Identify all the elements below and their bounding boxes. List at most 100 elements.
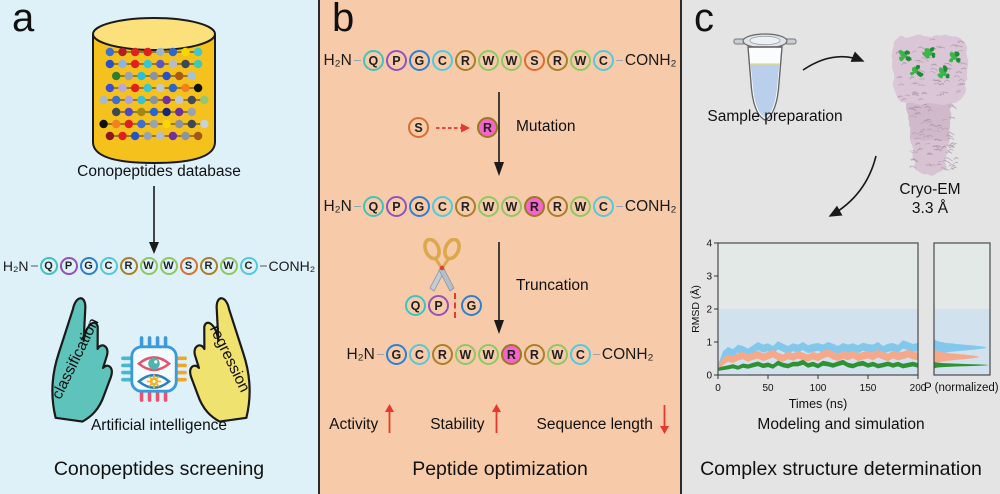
residue-R: R <box>119 257 138 275</box>
hand-regression-icon <box>189 297 251 423</box>
seq-link <box>615 205 623 208</box>
panel-b-title: Peptide optimization <box>412 458 588 480</box>
seq-suffix: CONH₂ <box>624 197 677 215</box>
arrow-up-icon <box>491 404 501 433</box>
residue-G: G <box>79 257 98 275</box>
dashed-arrow-right-icon <box>436 123 470 132</box>
residue-W: W <box>139 257 158 275</box>
seq-link <box>353 205 361 208</box>
svg-text:4: 4 <box>706 239 712 250</box>
residue-R: R <box>523 196 545 217</box>
residue-P: P <box>385 196 407 217</box>
residue-W: W <box>219 257 238 275</box>
seq-link <box>615 59 623 62</box>
panel-letter-b: b <box>332 0 355 40</box>
seq-prefix: H₂N <box>323 51 352 69</box>
rmsd-trace-salmon <box>718 349 918 372</box>
seq-suffix: CONH₂ <box>601 345 654 363</box>
svg-text:50: 50 <box>762 383 774 394</box>
seq-link <box>353 59 361 62</box>
residue-W: W <box>477 196 499 217</box>
cryoem-label: Cryo-EM <box>899 181 961 198</box>
panel-a-title: Conopeptides screening <box>53 458 265 480</box>
residue-R: R <box>431 344 453 365</box>
cut-line <box>454 293 456 318</box>
sample-tube-icon <box>733 33 797 121</box>
svg-text:150: 150 <box>860 383 877 394</box>
residue-W: W <box>546 344 568 365</box>
seq-prefix: H₂N <box>323 197 352 215</box>
seq-suffix: CONH₂ <box>624 51 677 69</box>
svg-text:1: 1 <box>706 338 712 349</box>
residue-W: W <box>569 50 591 71</box>
arrow-up-icon <box>385 404 395 433</box>
seq-suffix: CONH₂ <box>268 258 316 274</box>
optimization-metrics: Activity Stability Sequence length <box>320 404 680 434</box>
residue-G: G <box>408 50 430 71</box>
residue-C: C <box>239 257 258 275</box>
residue-W: W <box>454 344 476 365</box>
residue-S: S <box>523 50 545 71</box>
scissors-icon <box>423 238 461 292</box>
conopeptide-dot-rows <box>99 47 209 141</box>
residue-G: G <box>385 344 407 365</box>
residue-S: S <box>179 257 198 275</box>
residue-C: C <box>592 50 614 71</box>
residue-C: C <box>431 196 453 217</box>
residue-R: R <box>454 196 476 217</box>
chip-pins-bottom <box>139 390 168 402</box>
svg-text:200: 200 <box>910 383 927 394</box>
residue-G: G <box>408 196 430 217</box>
panel-letter-a: a <box>12 0 35 40</box>
truncation-arrow-down-icon <box>494 242 504 334</box>
residue-Q: Q <box>405 295 426 316</box>
residue-W: W <box>500 196 522 217</box>
chip-pins-top <box>139 336 168 348</box>
residue-C: C <box>569 344 591 365</box>
metric-activity: Activity <box>329 404 396 434</box>
modeling-label: Modeling and simulation <box>757 416 925 433</box>
residue-R: R <box>454 50 476 71</box>
chart-panel2-label: P (normalized) <box>924 382 999 394</box>
curved-arrow-right-icon <box>802 51 865 71</box>
mutation-group: S R <box>408 117 498 138</box>
residue-W: W <box>569 196 591 217</box>
mutation-label: Mutation <box>516 118 576 135</box>
residue-G: G <box>461 295 482 316</box>
residue-C: C <box>99 257 118 275</box>
residue-R: R <box>546 196 568 217</box>
rmsd-trace-green <box>718 359 918 371</box>
chip-pins-right <box>175 356 187 382</box>
svg-text:0: 0 <box>706 371 712 382</box>
cryoem-resolution: 3.3 Å <box>911 200 949 218</box>
database-top <box>92 17 216 51</box>
svg-text:3: 3 <box>706 272 712 283</box>
arrow-down-icon <box>149 186 159 254</box>
residue-W: W <box>500 50 522 71</box>
truncation-label: Truncation <box>516 277 589 294</box>
sample-label: Sample preparation <box>707 108 843 125</box>
seq-link <box>30 265 38 267</box>
residue-P: P <box>59 257 78 275</box>
svg-text:100: 100 <box>810 383 827 394</box>
residue-R: R <box>523 344 545 365</box>
residue-R: R <box>500 344 522 365</box>
rmsd-trace-salmon-dist <box>934 309 979 375</box>
metric-sequence-length: Sequence length <box>537 404 671 434</box>
metric-stability: Stability <box>430 404 502 434</box>
ai-label: Artificial intelligence <box>90 417 228 434</box>
rmsd-trace-blue <box>718 340 918 371</box>
metric-label: Stability <box>430 416 485 433</box>
rmsd-chart: 0 1 2 3 4 0 50 100 150 200 Times (ns) RMSD (Å) P (no… <box>690 239 999 412</box>
panel-complex-structure: c Sample preparation <box>682 0 1000 494</box>
residue-P: P <box>428 295 449 316</box>
ligand-green-blobs <box>899 46 961 78</box>
seq-prefix: H₂N <box>346 345 375 363</box>
chip-pins-left <box>121 356 133 382</box>
